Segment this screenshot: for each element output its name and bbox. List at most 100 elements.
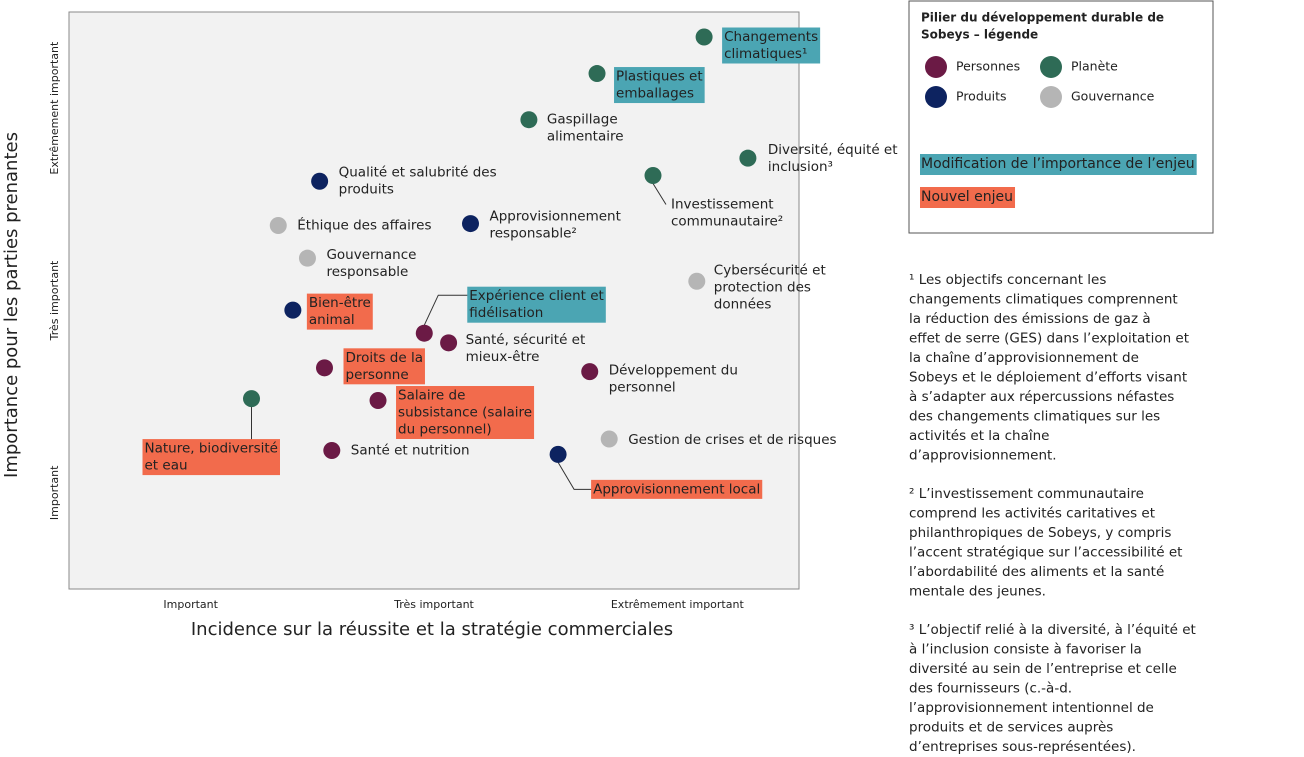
point-label-text: Nature, biodiversité: [145, 441, 279, 457]
point-label-text: responsable²: [490, 226, 577, 242]
point-label-text: climatiques¹: [724, 46, 807, 62]
point: [739, 149, 757, 167]
footnote: ¹ Les objectifs concernant les: [909, 272, 1106, 288]
legend-label: Planète: [1071, 59, 1118, 74]
point-label-text: fidélisation: [469, 305, 543, 321]
label-highlight: [722, 27, 821, 64]
point: [600, 430, 618, 448]
point-label-text: emballages: [616, 86, 694, 102]
footnote: comprend les activités caritatives et: [909, 506, 1155, 522]
point-label-text: produits: [339, 181, 394, 197]
point-label-text: Qualité et salubrité des: [339, 164, 497, 180]
footnote: diversité au sein de l’entreprise et cel…: [909, 661, 1177, 677]
point: [644, 166, 662, 184]
label-highlight: [591, 479, 763, 499]
point-label-text: du personnel): [398, 422, 492, 438]
point: [323, 442, 341, 460]
legend-highlight: [920, 154, 1197, 175]
point-label-text: et eau: [145, 458, 188, 474]
y-tick-label: Important: [48, 465, 61, 520]
footnote: d’approvisionnement.: [909, 448, 1057, 464]
point: [440, 334, 458, 352]
legend-highlight-label: Nouvel enjeu: [921, 189, 1013, 205]
legend-label: Gouvernance: [1071, 89, 1155, 104]
point-label-text: Investissement: [671, 196, 774, 212]
point: [520, 111, 538, 129]
footnote: produits et de services auprès: [909, 720, 1113, 736]
point-label-text: Diversité, équité et: [768, 142, 898, 158]
footnote: la chaîne d’approvisionnement de: [909, 350, 1139, 366]
legend-marker: [1040, 56, 1062, 78]
point-label-text: Plastiques et: [616, 69, 703, 85]
point-label-text: Santé et nutrition: [351, 443, 470, 459]
point: [688, 272, 706, 290]
label-highlight: [396, 386, 535, 440]
point: [311, 172, 329, 190]
point-label-text: inclusion³: [768, 159, 833, 175]
point-label-text: Développement du: [609, 363, 738, 379]
y-axis-title: Importance pour les parties prenantes: [1, 132, 22, 478]
point-label: Approvisionnement local: [591, 479, 763, 499]
point: [284, 301, 302, 319]
point: [415, 324, 433, 342]
label-highlight: [343, 348, 425, 385]
y-tick-label: Extrêmement important: [48, 41, 61, 175]
footnote: la réduction des émissions de gaz à: [909, 311, 1151, 327]
point-label: Gestion de crises et de risques: [628, 432, 836, 448]
label-highlight: [614, 67, 705, 104]
point-label-text: Approvisionnement local: [593, 481, 760, 497]
point: [549, 445, 567, 463]
point-label-text: animal: [309, 312, 355, 328]
label-highlight: [306, 293, 373, 330]
footnote: des fournisseurs (c.-à-d.: [909, 681, 1072, 697]
footnote: changements climatiques comprennent: [909, 292, 1178, 308]
footnote: philanthropiques de Sobeys, y compris: [909, 525, 1171, 541]
point-label-text: communautaire²: [671, 213, 783, 229]
y-tick-label: Très important: [48, 260, 61, 341]
point-label-text: Droits de la: [346, 350, 423, 366]
legend-title: Pilier du développement durable de: [921, 11, 1164, 25]
x-tick-label: Important: [163, 598, 218, 611]
point: [588, 65, 606, 83]
point-label-text: Gouvernance: [326, 247, 416, 263]
footnote: effet de serre (GES) dans l’exploitation…: [909, 331, 1189, 347]
legend-label: Personnes: [956, 59, 1020, 74]
x-tick-label: Extrêmement important: [611, 598, 745, 611]
point-label-text: Santé, sécurité et: [466, 332, 586, 348]
footnote: ³ L’objectif relié à la diversité, à l’é…: [909, 622, 1196, 638]
point-label-text: Expérience client et: [469, 288, 604, 304]
point-label-text: Bien-être: [309, 295, 371, 311]
point-label: Santé et nutrition: [351, 443, 470, 459]
point-label-text: responsable: [326, 264, 408, 280]
legend-title: Sobeys – légende: [921, 28, 1038, 42]
footnote: activités et la chaîne: [909, 428, 1049, 444]
x-axis-title: Incidence sur la réussite et la stratégi…: [191, 619, 673, 640]
point-label-text: Salaire de: [398, 388, 465, 404]
footnote: l’abordabilité des aliments et la santé: [909, 564, 1164, 580]
footnote: mentale des jeunes.: [909, 584, 1046, 600]
point-label-text: personnel: [609, 380, 676, 396]
point: [581, 363, 599, 381]
point-label-text: Éthique des affaires: [297, 216, 431, 233]
point-label-text: mieux-être: [466, 349, 540, 365]
point-label-text: données: [714, 296, 772, 312]
footnote: l’approvisionnement intentionnel de: [909, 700, 1154, 716]
point: [298, 249, 316, 267]
point-label: Éthique des affaires: [297, 216, 431, 233]
footnote: à s’adapter aux répercussions néfastes: [909, 389, 1174, 405]
point-label-text: Cybersécurité et: [714, 262, 826, 278]
footnote: l’accent stratégique sur l’accessibilité…: [909, 545, 1182, 561]
footnote: ² L’investissement communautaire: [909, 486, 1144, 502]
point: [243, 390, 260, 408]
